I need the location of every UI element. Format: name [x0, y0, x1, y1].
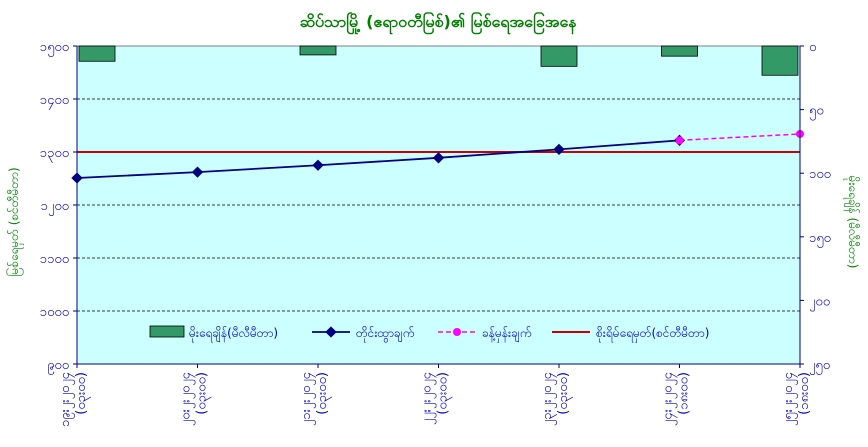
x-tick-label-time: (၀၃း၀၀) [195, 372, 212, 415]
y-tick-label: ၁၀၀၀ [40, 305, 69, 320]
y-tick-label: ၁၅၀၀ [40, 40, 69, 57]
x-tick-label-time: (၀၃း၀၀) [74, 372, 91, 415]
measured-line [76, 139, 680, 179]
measured-point [553, 143, 565, 156]
rainfall-bar [299, 45, 337, 56]
series-lines [71, 129, 804, 184]
x-tick-label-date: ၂၂း၂း၂၀၂၄ [420, 371, 437, 425]
legend: မိုးရေချိန်(မီလီမီတာ) တိုင်းထွာချက် ခန့်မှ… [149, 325, 709, 343]
measured-point [432, 152, 445, 164]
forecast-line [679, 133, 801, 142]
y2-axis-label: မိုးရေချိန် (မီလီမီတာ) [843, 176, 861, 269]
y-tick-label: ၁၄၀၀ [40, 93, 69, 110]
y2-tick-label: ၀ [809, 40, 816, 55]
forecast-point [675, 136, 684, 145]
measured-point [191, 166, 204, 178]
y-tick-label: ၉၀၀ [47, 358, 69, 375]
x-tick-label-date: ၂၃း၂း၂၀၂၄ [540, 371, 557, 426]
measured-point [312, 159, 324, 171]
y-axis-label: မြစ်ရေမှတ် (စင်တီမီတာ) [5, 167, 24, 276]
rainfall-bar [78, 45, 116, 62]
y2-tick-label: ၁၅၀ [809, 231, 831, 248]
rainfall-bar [761, 45, 799, 76]
legend-label-forecast: ခန့်မှန်းချက် [482, 325, 531, 343]
legend-marker-forecast [453, 328, 461, 336]
legend-label-warning: စိုးရိမ်ရေမှတ်(စင်တီမီတာ) [596, 325, 709, 343]
x-tick-label-time: (၁၈း၀၀) [797, 372, 812, 415]
legend-label-measured: တိုင်းထွာချက် [356, 325, 414, 343]
y2-tick-label: ၂၀၀ [809, 294, 830, 311]
rainfall-bar [661, 45, 698, 57]
x-tick-label-time: (၀၃း၀၀) [556, 372, 573, 415]
x-tick-label-time: (၀၃း၀၀) [315, 372, 332, 415]
rainfall-bar [540, 45, 578, 67]
rainfall-bars [78, 45, 799, 76]
x-tick-label-date: ၂၀း၂း၂၀၂၄ [179, 371, 196, 426]
x-tick-label-time: (၁၈း၀၀) [677, 372, 692, 415]
x-tick-label-date: ၂၅း၂း၂၀၂၄ [781, 371, 798, 426]
legend-swatch-rainfall [149, 325, 185, 338]
y-tick-label: ၁၂၀၀ [41, 199, 69, 216]
y2-tick-label: ၅၀ [809, 104, 824, 121]
legend-label-rainfall: မိုးရေချိန်(မီလီမီတာ) [189, 325, 278, 343]
x-tick-label-date: ၁၉း၂း၂၀၂၄ [58, 371, 75, 427]
y2-tick-label: ၂၅၀ [809, 358, 830, 375]
x-tick-label-date: ၂၄း၂း၂၀၂၄ [661, 371, 678, 426]
y2-tick-label: ၁၀၀ [809, 167, 831, 182]
x-tick-label-time: (၀၃း၀၀) [436, 372, 453, 415]
legend-marker-measured [325, 326, 337, 338]
y-tick-label: ၁၁၀၀ [40, 252, 69, 267]
x-tick-label-date: ၂၁း၂း၂၀၂၄ [299, 371, 316, 426]
y-tick-label: ၁၃၀၀ [40, 146, 69, 163]
